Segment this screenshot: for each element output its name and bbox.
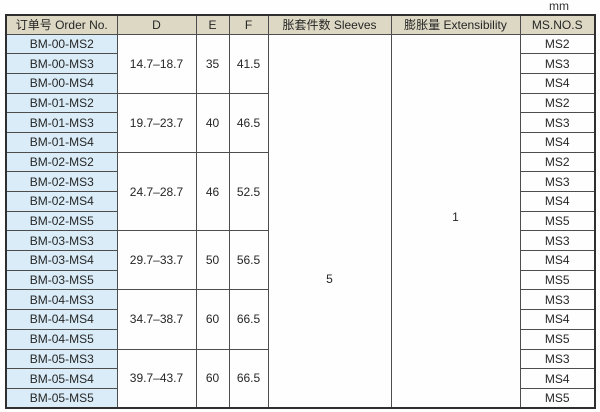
- d-range-cell: 39.7–43.7: [116, 348, 197, 409]
- ms-size-cell: MS5: [519, 387, 596, 409]
- order-no-cell: BM-05-MS5: [5, 387, 118, 409]
- extensibility-value: 1: [452, 209, 459, 224]
- ms-size-cell: MS4: [519, 368, 596, 389]
- column-header-order-no: 订单号 Order No.: [5, 14, 118, 35]
- e-value-cell: 60: [195, 348, 230, 409]
- column-header-f: F: [228, 14, 269, 35]
- ms-size-cell: MS4: [519, 250, 596, 271]
- order-no-cell: BM-01-MS3: [5, 112, 118, 133]
- table-row: BM-01-MS3 MS3: [5, 112, 596, 133]
- spec-table: 订单号 Order No. D E F 胀套件数 Sleeves 膨胀量 Extensib…: [5, 14, 596, 410]
- order-no-cell: BM-04-MS3: [5, 289, 118, 311]
- ms-size-cell: MS2: [519, 151, 596, 173]
- table-row: BM-02-MS2 24.7–28.7 46 52.5 MS2: [5, 151, 596, 232]
- table-row: BM-05-MS5 MS5: [5, 387, 596, 409]
- table-row: BM-04-MS5 MS5: [5, 328, 596, 350]
- table-row: BM-04-MS4 MS4: [5, 309, 596, 330]
- order-no-cell: BM-00-MS2: [5, 33, 118, 55]
- column-header-e: E: [195, 14, 230, 35]
- d-range-cell: 19.7–23.7: [116, 92, 197, 153]
- order-no-cell: BM-05-MS3: [5, 348, 118, 370]
- column-header-extensibility: 膨胀量 Extensibility: [390, 14, 521, 35]
- column-header-ms-no-s: MS.NO.S: [519, 14, 596, 35]
- e-value-cell: 46: [195, 151, 230, 232]
- order-no-cell: BM-00-MS4: [5, 72, 118, 94]
- e-value-cell: 50: [195, 230, 230, 291]
- table-row: BM-00-MS3 MS3: [5, 53, 596, 74]
- sleeves-count-value: 5: [326, 271, 333, 286]
- order-no-cell: BM-01-MS2: [5, 92, 118, 114]
- header-row: 订单号 Order No. D E F 胀套件数 Sleeves 膨胀量 Extensib…: [5, 14, 596, 35]
- sleeves-count-cell: 5: [267, 33, 392, 409]
- table-row: BM-02-MS5 MS5: [5, 210, 596, 232]
- f-value-cell: 66.5: [228, 348, 269, 409]
- ms-size-cell: MS2: [519, 92, 596, 114]
- d-range-cell: 29.7–33.7: [116, 230, 197, 291]
- d-range-cell: 24.7–28.7: [116, 151, 197, 232]
- ms-size-cell: MS5: [519, 210, 596, 232]
- ms-size-cell: MS3: [519, 289, 596, 311]
- d-range-cell: 34.7–38.7: [116, 289, 197, 350]
- f-value-cell: 66.5: [228, 289, 269, 350]
- f-value-cell: 41.5: [228, 33, 269, 94]
- ms-size-cell: MS3: [519, 53, 596, 74]
- ms-size-cell: MS3: [519, 230, 596, 252]
- ms-size-cell: MS3: [519, 348, 596, 370]
- extensibility-cell: 1: [390, 33, 521, 409]
- ms-size-cell: MS3: [519, 112, 596, 133]
- order-no-cell: BM-00-MS3: [5, 53, 118, 74]
- order-no-cell: BM-02-MS4: [5, 191, 118, 212]
- ms-size-cell: MS5: [519, 328, 596, 350]
- ms-size-cell: MS3: [519, 171, 596, 192]
- d-range-cell: 14.7–18.7: [116, 33, 197, 94]
- ms-size-cell: MS4: [519, 309, 596, 330]
- order-no-cell: BM-04-MS5: [5, 328, 118, 350]
- order-no-cell: BM-03-MS4: [5, 250, 118, 271]
- f-value-cell: 56.5: [228, 230, 269, 291]
- order-no-cell: BM-02-MS3: [5, 171, 118, 192]
- order-no-cell: BM-02-MS5: [5, 210, 118, 232]
- ms-size-cell: MS4: [519, 131, 596, 153]
- table-row: BM-03-MS4 MS4: [5, 250, 596, 271]
- order-no-cell: BM-05-MS4: [5, 368, 118, 389]
- f-value-cell: 52.5: [228, 151, 269, 232]
- table-row: BM-05-MS3 39.7–43.7 60 66.5 MS3: [5, 348, 596, 409]
- e-value-cell: 40: [195, 92, 230, 153]
- ms-size-cell: MS2: [519, 33, 596, 55]
- unit-label: mm: [549, 0, 569, 13]
- e-value-cell: 60: [195, 289, 230, 350]
- table-row: BM-00-MS2 14.7–18.7 35 41.5 5 1 MS2: [5, 33, 596, 409]
- order-no-cell: BM-04-MS4: [5, 309, 118, 330]
- table-row: BM-01-MS4 MS4: [5, 131, 596, 153]
- table-header: 订单号 Order No. D E F 胀套件数 Sleeves 膨胀量 Extensib…: [5, 14, 596, 35]
- table-row: BM-02-MS4 MS4: [5, 191, 596, 212]
- f-value-cell: 46.5: [228, 92, 269, 153]
- column-header-sleeves: 胀套件数 Sleeves: [267, 14, 392, 35]
- order-no-cell: BM-03-MS5: [5, 269, 118, 291]
- order-no-cell: BM-01-MS4: [5, 131, 118, 153]
- ms-size-cell: MS4: [519, 191, 596, 212]
- order-no-cell: BM-02-MS2: [5, 151, 118, 173]
- order-no-cell: BM-03-MS3: [5, 230, 118, 252]
- e-value-cell: 35: [195, 33, 230, 94]
- column-header-d: D: [116, 14, 197, 35]
- ms-size-cell: MS4: [519, 72, 596, 94]
- ms-size-cell: MS5: [519, 269, 596, 291]
- table-body: BM-00-MS2 14.7–18.7 35 41.5 5 1 MS2 BM-00-MS3 MS…: [5, 33, 596, 409]
- table-row: BM-04-MS3 34.7–38.7 60 66.5 MS3: [5, 289, 596, 350]
